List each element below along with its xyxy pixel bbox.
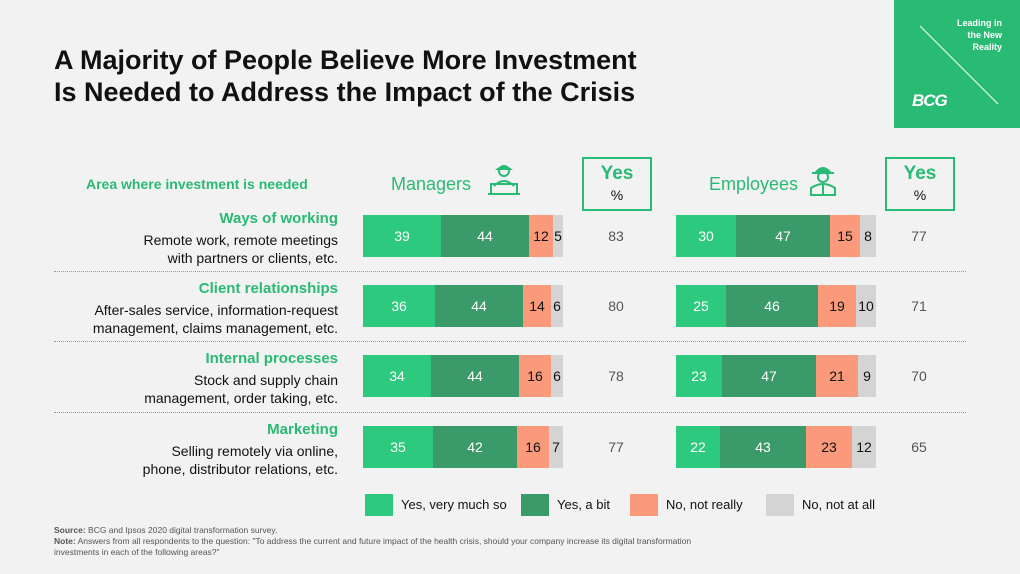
column-header: Area where investment is needed [86, 176, 308, 192]
category-description: After-sales service, information-request… [92, 302, 338, 336]
category-description: Selling remotely via online, phone, dist… [142, 443, 338, 477]
a-bit-segment: 47 [736, 215, 830, 257]
category-description: Remote work, remote meetings with partne… [143, 232, 338, 266]
note-text: Answers from all respondents to the ques… [54, 536, 692, 557]
not-really-segment: 12 [529, 215, 553, 257]
employees-label: Employees [709, 174, 799, 194]
category-title: Client relationships [198, 280, 338, 297]
manager-icon [488, 165, 520, 195]
very-much-segment: 36 [363, 285, 435, 327]
brand-tagline: Leading in the New Reality [957, 18, 1002, 52]
not-really-segment: 16 [517, 426, 549, 468]
diagonal-line-icon [919, 25, 999, 105]
very-much-segment: 25 [676, 285, 726, 327]
managers-yes-header: Yes % [582, 157, 652, 211]
not-at-all-segment: 5 [553, 215, 563, 257]
very-much-segment: 23 [676, 355, 722, 397]
source-label: Source: [54, 525, 86, 535]
not-really-segment: 19 [818, 285, 856, 327]
yes-total-value: 71 [911, 298, 927, 314]
stacked-bar: 25 46 19 10 [676, 285, 876, 327]
source-text: BCG and Ipsos 2020 digital transformatio… [88, 525, 278, 535]
yes-total-value: 77 [608, 439, 624, 455]
row-divider [54, 271, 966, 272]
employees-yes-header: Yes % [885, 157, 955, 211]
category-description: Stock and supply chain management, order… [144, 372, 338, 406]
yes-total-value: 65 [911, 439, 927, 455]
percent-label: % [610, 187, 624, 203]
not-at-all-segment: 10 [856, 285, 876, 327]
worker-icon [810, 167, 836, 196]
a-bit-segment: 46 [726, 285, 818, 327]
a-bit-segment: 47 [722, 355, 816, 397]
source-note: Source: BCG and Ipsos 2020 digital trans… [54, 525, 714, 558]
stacked-bar: 23 47 21 9 [676, 355, 876, 397]
legend-swatch [521, 494, 549, 516]
a-bit-segment: 42 [433, 426, 517, 468]
a-bit-segment: 44 [441, 215, 529, 257]
not-at-all-segment: 8 [860, 215, 876, 257]
stacked-bar: 35 42 16 7 [363, 426, 563, 468]
brand-panel: Leading in the New Reality BCG [894, 0, 1020, 128]
not-at-all-segment: 6 [551, 355, 563, 397]
legend-swatch [365, 494, 393, 516]
managers-label: Managers [391, 174, 472, 194]
a-bit-segment: 44 [435, 285, 523, 327]
legend-label: No, not really [666, 497, 743, 512]
page-title: A Majority of People Believe More Invest… [54, 45, 637, 107]
percent-label: % [913, 187, 927, 203]
yes-label: Yes [600, 163, 634, 184]
bcg-logo: BCG [912, 91, 948, 110]
legend-swatch [766, 494, 794, 516]
yes-total-value: 78 [608, 368, 624, 384]
stacked-bar: 34 44 16 6 [363, 355, 563, 397]
yes-total-value: 77 [911, 228, 927, 244]
legend-label: Yes, very much so [401, 497, 507, 512]
yes-label: Yes [903, 163, 937, 184]
stacked-bar: 30 47 15 8 [676, 215, 876, 257]
legend-label: Yes, a bit [557, 497, 611, 512]
stacked-bar: 39 44 12 5 [363, 215, 563, 257]
note-label: Note: [54, 536, 76, 546]
not-really-segment: 21 [816, 355, 858, 397]
yes-total-value: 70 [911, 368, 927, 384]
legend-swatch [630, 494, 658, 516]
category-title: Marketing [267, 421, 338, 438]
category-title: Ways of working [219, 210, 338, 227]
not-really-segment: 16 [519, 355, 551, 397]
stacked-bar: 36 44 14 6 [363, 285, 563, 327]
legend: Yes, very much so Yes, a bit No, not rea… [365, 494, 925, 516]
very-much-segment: 34 [363, 355, 431, 397]
very-much-segment: 39 [363, 215, 441, 257]
row-divider [54, 341, 966, 342]
yes-total-value: 83 [608, 228, 624, 244]
very-much-segment: 22 [676, 426, 720, 468]
not-at-all-segment: 9 [858, 355, 876, 397]
stacked-bar: 22 43 23 12 [676, 426, 876, 468]
yes-total-value: 80 [608, 298, 624, 314]
row-divider [54, 412, 966, 413]
not-really-segment: 23 [806, 426, 852, 468]
a-bit-segment: 44 [431, 355, 519, 397]
not-at-all-segment: 7 [549, 426, 563, 468]
category-title: Internal processes [205, 350, 338, 367]
very-much-segment: 30 [676, 215, 736, 257]
not-at-all-segment: 12 [852, 426, 876, 468]
not-really-segment: 15 [830, 215, 860, 257]
not-really-segment: 14 [523, 285, 551, 327]
a-bit-segment: 43 [720, 426, 806, 468]
very-much-segment: 35 [363, 426, 433, 468]
not-at-all-segment: 6 [551, 285, 563, 327]
legend-label: No, not at all [802, 497, 875, 512]
